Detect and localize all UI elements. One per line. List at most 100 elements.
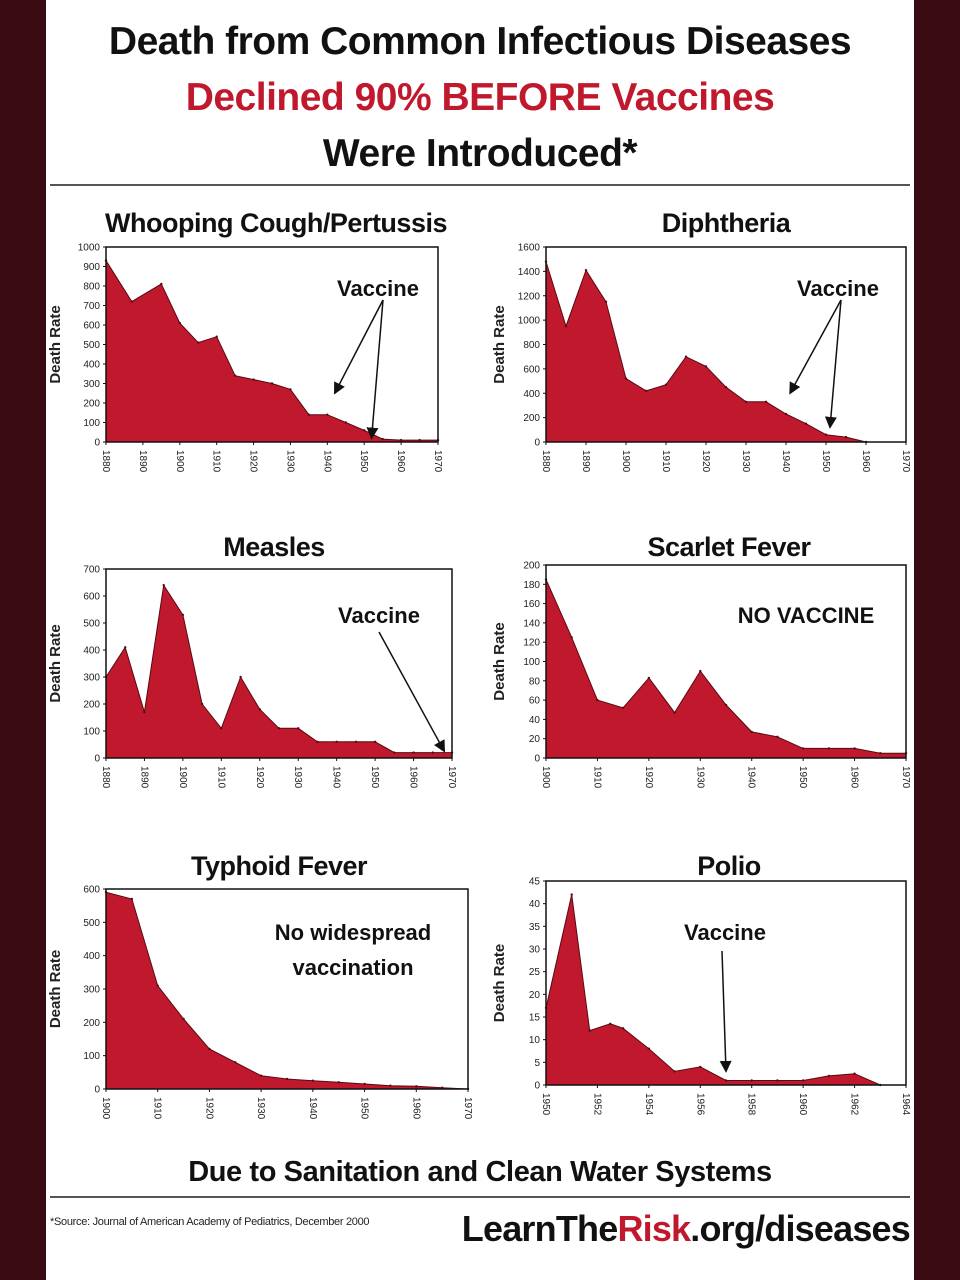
x-tick-label: 1940 [307,1097,318,1120]
data-point [220,727,223,730]
data-point [344,421,347,424]
data-point [130,897,134,901]
vaccine-arrow [334,299,384,395]
series-area [545,894,881,1086]
x-tick-label: 1930 [292,766,303,789]
data-point [673,711,676,714]
data-point [234,1061,237,1064]
chart-title: Scarlet Fever [647,532,811,562]
x-tick-label: 1910 [215,766,226,789]
data-point [750,1079,753,1082]
data-point [239,675,242,679]
y-tick-label: 40 [529,715,541,726]
data-point [596,698,599,702]
y-tick-label: 300 [83,985,100,996]
source-label: *Source: [50,1216,90,1228]
x-tick-label: 1900 [100,1097,111,1120]
x-tick-label: 1900 [540,766,551,789]
vaccine-arrow [366,299,384,440]
data-point [724,386,728,389]
x-tick-label: 1930 [694,766,705,789]
x-tick-label: 1900 [620,450,631,473]
y-tick-label: 200 [83,700,100,711]
divider-bottom [50,1196,910,1198]
data-point [373,740,377,743]
data-point [418,438,421,442]
x-tick-label: 1930 [740,450,751,473]
x-tick-label: 1940 [321,450,332,473]
y-tick-label: 120 [523,638,540,649]
y-tick-label: 1000 [518,316,541,327]
data-point [624,377,628,380]
x-tick-label: 1920 [203,1097,214,1120]
y-tick-label: 200 [83,399,100,410]
y-tick-label: 900 [83,262,100,273]
data-point [853,747,856,750]
y-tick-label: 0 [94,1085,100,1096]
y-axis-label: Death Rate [491,622,508,700]
x-tick-label: 1950 [540,1093,551,1116]
y-tick-label: 60 [529,696,541,707]
y-tick-label: 400 [83,360,100,371]
data-point [584,269,588,272]
annotation-text: Vaccine [797,276,879,301]
y-tick-label: 600 [83,592,100,603]
y-tick-label: 100 [83,727,100,738]
y-tick-label: 600 [523,364,540,375]
y-tick-label: 0 [94,438,100,449]
x-tick-label: 1940 [331,766,342,789]
chart-6: Polio 0 5 10 15 20 25 30 35 40 45 1950 1952 1954 1956 1… [491,851,911,1116]
charts-canvas: Whooping Cough/Pertussis0100200300400500… [47,208,911,1120]
x-tick-label: 1910 [211,450,222,473]
brand-url[interactable]: LearnTheRisk.org/diseases [461,1208,911,1250]
chart-4: Scarlet Fever 0 20 40 60 80 100 120 140 160 180 200… [491,532,911,789]
y-tick-label: 800 [83,282,100,293]
data-point [162,584,165,587]
data-point [431,751,434,754]
chart-1: Whooping Cough/Pertussis 0 100 200 300 400 500… [47,208,447,473]
annotation-text: vaccination [292,955,413,980]
x-tick-label: 1960 [395,450,406,473]
y-tick-label: 180 [523,580,540,591]
source-citation: *Source: Journal of American Academy of … [50,1208,370,1236]
y-tick-label: 700 [83,301,100,312]
y-axis-label: Death Rate [47,950,64,1028]
data-point [776,735,779,738]
plot-frame [545,880,907,1086]
brand-risk: Risk [617,1208,691,1249]
footer-note: Due to Sanitation and Clean Water System… [188,1156,772,1188]
y-tick-label: 1000 [78,243,101,254]
x-tick-label: 1962 [849,1093,860,1116]
data-point [363,429,366,432]
headline-line-1: Death from Common Infectious Diseases [108,20,852,63]
annotation-text: Vaccine [338,603,420,628]
data-point [621,1027,625,1030]
x-tick-label: 1970 [462,1097,473,1120]
y-tick-label: 100 [83,418,100,429]
annotation-text: NO VACCINE [738,603,875,628]
y-tick-label: 400 [83,646,100,657]
data-point [684,355,688,358]
data-point [412,751,415,754]
x-tick-label: 1920 [254,766,265,789]
x-tick-label: 1940 [780,450,791,473]
data-point [776,1079,779,1082]
data-point [197,341,200,344]
x-tick-label: 1970 [900,766,911,789]
y-tick-label: 0 [534,754,540,765]
x-tick-label: 1956 [694,1093,705,1116]
data-point [644,389,648,392]
y-tick-label: 0 [94,754,100,765]
data-point [415,1085,418,1088]
data-point [564,325,568,328]
x-tick-label: 1970 [900,450,911,473]
brand-pre: LearnThe [461,1208,618,1249]
data-point [724,703,728,707]
data-point [827,1074,831,1078]
y-tick-label: 600 [83,321,100,332]
x-tick-label: 1960 [408,766,419,789]
x-tick-label: 1950 [820,450,831,473]
x-tick-label: 1960 [849,766,860,789]
y-tick-label: 0 [534,1081,540,1092]
data-point [316,740,319,743]
